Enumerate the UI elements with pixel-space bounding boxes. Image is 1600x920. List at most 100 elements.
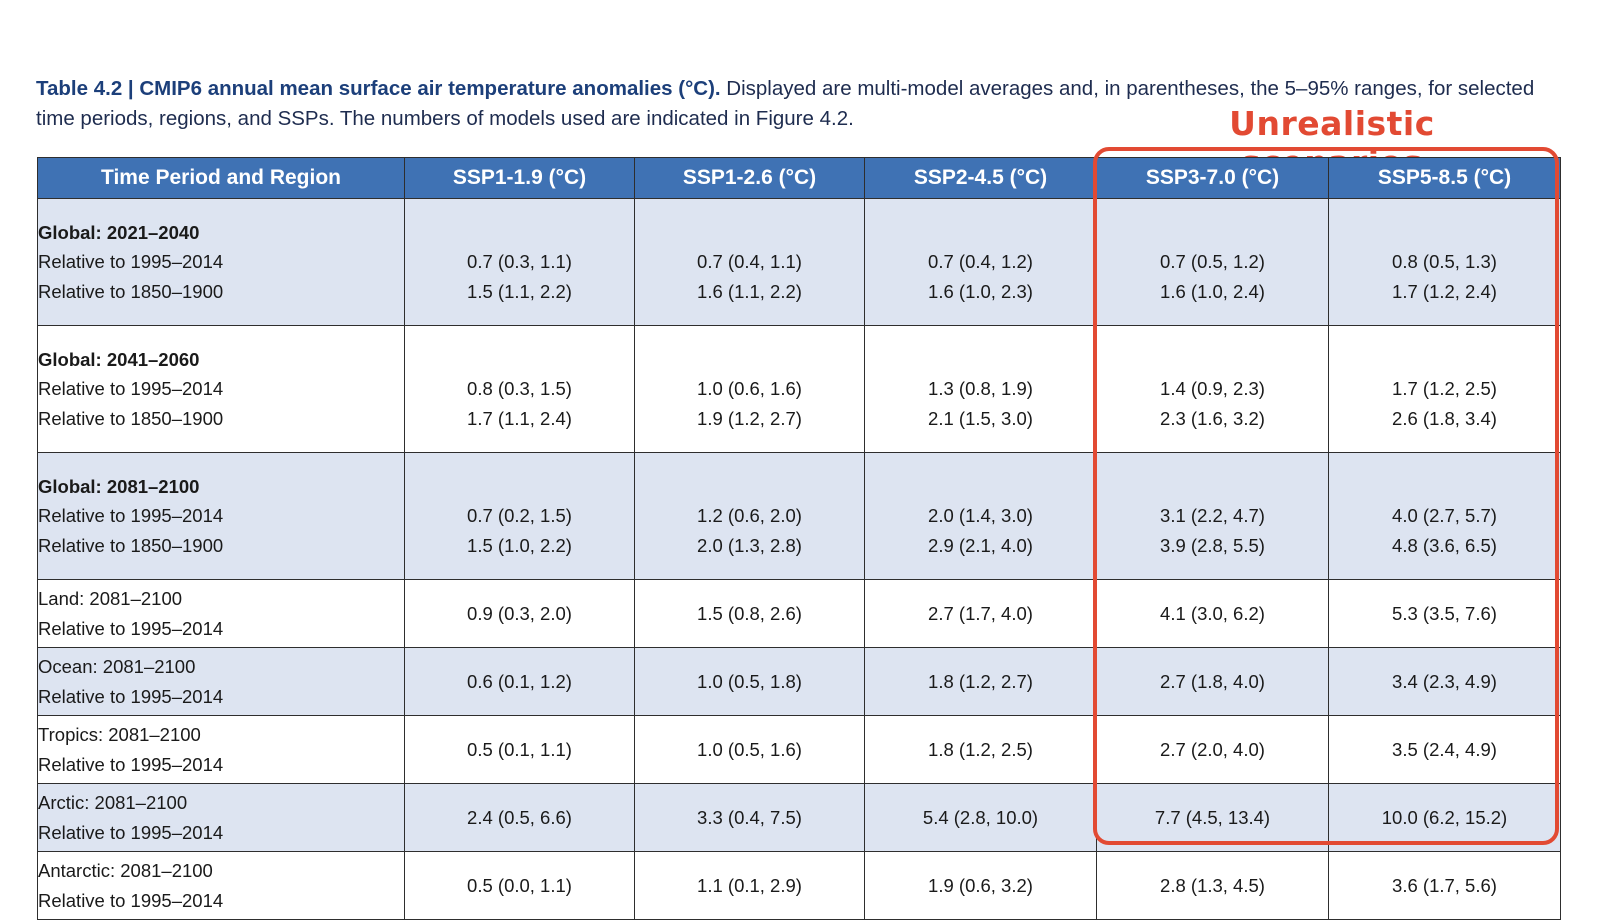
table-row: Global: 2081–2100 Relative to 1995–2014 Re…	[37, 452, 1561, 580]
anomaly-value: 3.3 (0.4, 7.5)	[697, 806, 802, 828]
reference-period-label: Relative to 1995–2014	[38, 617, 224, 639]
anomaly-value: 0.9 (0.3, 2.0)	[467, 602, 572, 624]
region-title: Tropics: 2081–2100	[38, 724, 201, 745]
value-cell: 1.1 (0.1, 2.9)	[634, 851, 865, 920]
header-ssp3-70: SSP3-7.0 (°C)	[1096, 157, 1329, 199]
value-cell: 1.7 (1.2, 2.5) 2.6 (1.8, 3.4)	[1328, 325, 1561, 453]
header-ssp1-19: SSP1-1.9 (°C)	[404, 157, 635, 199]
table-row: Arctic: 2081–2100 Relative to 1995–2014 2.…	[37, 783, 1561, 852]
reference-period-label: Relative to 1850–1900	[38, 407, 224, 429]
region-title: Land: 2081–2100	[38, 588, 183, 609]
value-cell: 1.0 (0.5, 1.6)	[634, 715, 865, 784]
anomaly-value: 10.0 (6.2, 15.2)	[1381, 806, 1508, 828]
anomaly-value: 7.7 (4.5, 13.4)	[1154, 806, 1271, 828]
value-cell: 1.2 (0.6, 2.0) 2.0 (1.3, 2.8)	[634, 452, 865, 580]
value-cell: 1.8 (1.2, 2.7)	[864, 647, 1097, 716]
anomaly-value: 1.7 (1.2, 2.4)	[1392, 280, 1497, 302]
reference-period-label: Relative to 1850–1900	[38, 280, 224, 302]
anomaly-value: 0.8 (0.3, 1.5)	[467, 378, 572, 399]
anomaly-value: 1.5 (1.1, 2.2)	[467, 280, 572, 302]
anomaly-value: 1.0 (0.5, 1.6)	[697, 738, 802, 760]
temperature-table: Time Period and Region SSP1-1.9 (°C) SSP…	[37, 157, 1561, 920]
value-cell: 0.5 (0.1, 1.1)	[404, 715, 635, 784]
value-cell: 0.6 (0.1, 1.2)	[404, 647, 635, 716]
value-cell: 1.4 (0.9, 2.3) 2.3 (1.6, 3.2)	[1096, 325, 1329, 453]
anomaly-value: 1.2 (0.6, 2.0)	[697, 505, 802, 526]
anomaly-value: 2.3 (1.6, 3.2)	[1160, 407, 1265, 429]
reference-period-label: Relative to 1995–2014	[38, 505, 224, 527]
anomaly-value: 2.1 (1.5, 3.0)	[928, 407, 1033, 429]
value-cell: 7.7 (4.5, 13.4)	[1096, 783, 1329, 852]
anomaly-value: 0.8 (0.5, 1.3)	[1392, 251, 1497, 272]
anomaly-value: 1.8 (1.2, 2.5)	[928, 738, 1033, 760]
anomaly-value: 0.7 (0.3, 1.1)	[467, 251, 572, 272]
anomaly-value: 2.6 (1.8, 3.4)	[1392, 407, 1497, 429]
anomaly-value: 1.7 (1.1, 2.4)	[467, 407, 572, 429]
region-title: Global: 2081–2100	[38, 475, 200, 497]
value-cell: 4.0 (2.7, 5.7) 4.8 (3.6, 6.5)	[1328, 452, 1561, 580]
table-row: Tropics: 2081–2100 Relative to 1995–2014 0…	[37, 715, 1561, 784]
anomaly-value: 2.8 (1.3, 4.5)	[1160, 874, 1265, 896]
table-row: Global: 2021–2040 Relative to 1995–2014 Re…	[37, 198, 1561, 326]
anomaly-value: 2.9 (2.1, 4.0)	[928, 534, 1033, 556]
value-cell: 1.0 (0.6, 1.6) 1.9 (1.2, 2.7)	[634, 325, 865, 453]
anomaly-value: 1.3 (0.8, 1.9)	[928, 378, 1033, 399]
anomaly-value: 2.7 (2.0, 4.0)	[1160, 738, 1265, 760]
header-region: Time Period and Region	[37, 157, 405, 199]
anomaly-value: 3.4 (2.3, 4.9)	[1392, 670, 1497, 692]
anomaly-value: 2.7 (1.8, 4.0)	[1160, 670, 1265, 692]
table-row: Global: 2041–2060 Relative to 1995–2014 Re…	[37, 325, 1561, 453]
anomaly-value: 1.7 (1.2, 2.5)	[1392, 378, 1497, 399]
caption-text: Displayed are multi-model averages and, …	[36, 77, 1535, 130]
anomaly-value: 3.5 (2.4, 4.9)	[1392, 738, 1497, 760]
value-cell: 1.8 (1.2, 2.5)	[864, 715, 1097, 784]
reference-period-label: Relative to 1995–2014	[38, 685, 224, 707]
anomaly-value: 3.1 (2.2, 4.7)	[1160, 505, 1265, 526]
anomaly-value: 2.0 (1.4, 3.0)	[928, 505, 1033, 526]
anomaly-value: 1.0 (0.5, 1.8)	[697, 670, 802, 692]
anomaly-value: 0.5 (0.1, 1.1)	[467, 738, 572, 760]
header-ssp5-85: SSP5-8.5 (°C)	[1328, 157, 1561, 199]
anomaly-value: 0.7 (0.2, 1.5)	[467, 505, 572, 526]
anomaly-value: 1.4 (0.9, 2.3)	[1160, 378, 1265, 399]
region-cell: Global: 2021–2040 Relative to 1995–2014 Re…	[37, 198, 405, 326]
value-cell: 2.7 (1.7, 4.0)	[864, 579, 1097, 648]
value-cell: 2.4 (0.5, 6.6)	[404, 783, 635, 852]
value-cell: 3.4 (2.3, 4.9)	[1328, 647, 1561, 716]
value-cell: 3.6 (1.7, 5.6)	[1328, 851, 1561, 920]
anomaly-value: 2.7 (1.7, 4.0)	[928, 602, 1033, 624]
value-cell: 4.1 (3.0, 6.2)	[1096, 579, 1329, 648]
reference-period-label: Relative to 1995–2014	[38, 251, 224, 273]
region-title: Global: 2021–2040	[38, 221, 200, 243]
region-cell: Tropics: 2081–2100 Relative to 1995–2014	[37, 715, 405, 784]
reference-period-label: Relative to 1995–2014	[38, 378, 224, 400]
region-title: Arctic: 2081–2100	[38, 792, 188, 813]
anomaly-value: 4.0 (2.7, 5.7)	[1392, 505, 1497, 526]
anomaly-value: 5.3 (3.5, 7.6)	[1392, 602, 1497, 624]
region-cell: Global: 2041–2060 Relative to 1995–2014 Re…	[37, 325, 405, 453]
reference-period-label: Relative to 1850–1900	[38, 534, 224, 556]
value-cell: 1.0 (0.5, 1.8)	[634, 647, 865, 716]
value-cell: 2.7 (2.0, 4.0)	[1096, 715, 1329, 784]
anomaly-value: 3.9 (2.8, 5.5)	[1160, 534, 1265, 556]
anomaly-value: 1.6 (1.0, 2.4)	[1160, 280, 1265, 302]
value-cell: 0.5 (0.0, 1.1)	[404, 851, 635, 920]
anomaly-value: 0.7 (0.5, 1.2)	[1160, 251, 1265, 272]
anomaly-value: 1.9 (0.6, 3.2)	[928, 874, 1033, 896]
anomaly-value: 1.5 (1.0, 2.2)	[467, 534, 572, 556]
anomaly-value: 0.7 (0.4, 1.2)	[928, 251, 1033, 272]
anomaly-value: 2.0 (1.3, 2.8)	[697, 534, 802, 556]
value-cell: 3.5 (2.4, 4.9)	[1328, 715, 1561, 784]
header-ssp1-26: SSP1-2.6 (°C)	[634, 157, 865, 199]
anomaly-value: 1.9 (1.2, 2.7)	[697, 407, 802, 429]
anomaly-value: 1.6 (1.1, 2.2)	[697, 280, 802, 302]
header-row: Time Period and Region SSP1-1.9 (°C) SSP…	[37, 157, 1561, 199]
table-row: Land: 2081–2100 Relative to 1995–2014 0.9 …	[37, 579, 1561, 648]
region-title: Antarctic: 2081–2100	[38, 860, 213, 881]
value-cell: 1.5 (0.8, 2.6)	[634, 579, 865, 648]
region-title: Global: 2041–2060	[38, 348, 200, 370]
table-row: Ocean: 2081–2100 Relative to 1995–2014 0.6…	[37, 647, 1561, 716]
value-cell: 10.0 (6.2, 15.2)	[1328, 783, 1561, 852]
value-cell: 0.7 (0.5, 1.2) 1.6 (1.0, 2.4)	[1096, 198, 1329, 326]
region-cell: Antarctic: 2081–2100 Relative to 1995–201…	[37, 851, 405, 920]
